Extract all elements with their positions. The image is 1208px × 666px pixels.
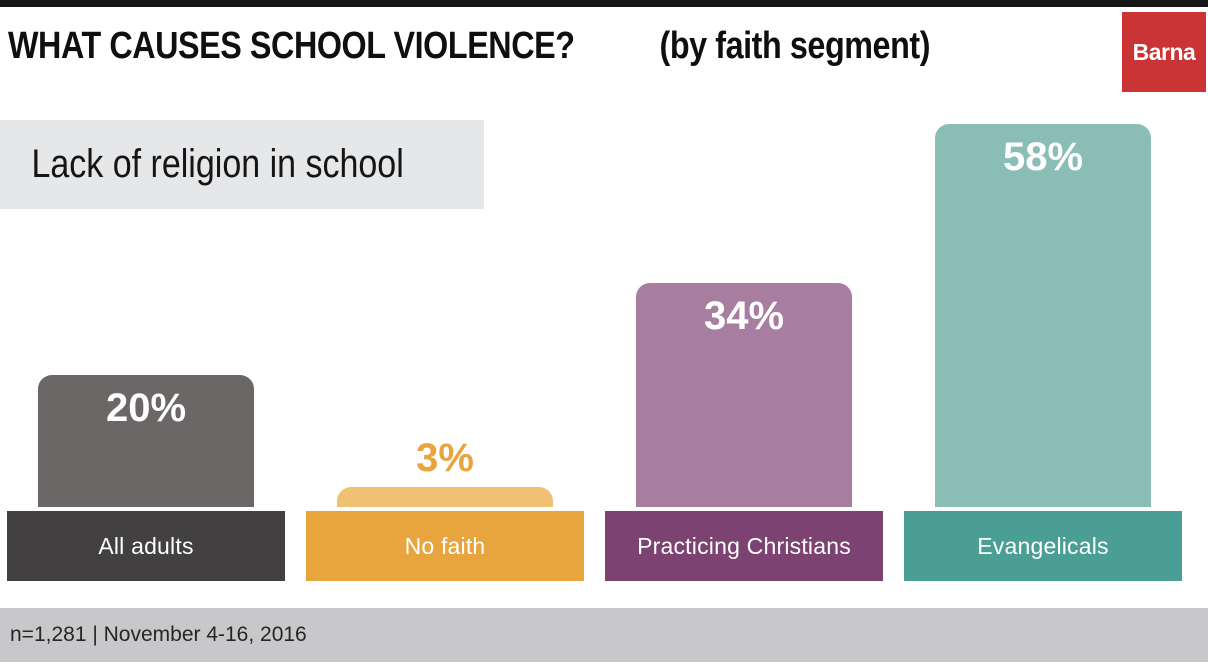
bar-group-no-faith: 3% No faith (306, 438, 584, 581)
bar-value-label: 20% (105, 386, 187, 430)
barna-logo-text: Barna (1132, 38, 1196, 65)
bar-evangelicals: 58% (935, 124, 1151, 507)
page-title: WHAT CAUSES SCHOOL VIOLENCE? (8, 25, 575, 67)
category-label: All adults (7, 511, 285, 581)
page-subtitle: (by faith segment) (659, 25, 931, 67)
bar-group-practicing-christians: 34% Practicing Christians (605, 283, 883, 581)
category-label: No faith (306, 511, 584, 581)
question-label: Lack of religion in school (31, 142, 404, 186)
bar-value-label: 34% (703, 294, 785, 338)
top-accent-bar (0, 0, 1208, 7)
question-label-box: Lack of religion in school (0, 120, 484, 209)
bar-no-faith (337, 487, 553, 507)
footer-band: n=1,281 | November 4-16, 2016 (0, 608, 1208, 662)
barna-logo: Barna (1122, 12, 1206, 92)
bar-value-label: 3% (416, 436, 474, 480)
bar-all-adults: 20% (38, 375, 254, 507)
sample-note: n=1,281 | November 4-16, 2016 (10, 623, 307, 646)
bar-group-evangelicals: 58% Evangelicals (904, 124, 1182, 581)
bar-group-all-adults: 20% All adults (7, 375, 285, 581)
category-label: Practicing Christians (605, 511, 883, 581)
bar-value-label: 58% (1002, 135, 1084, 179)
bar-chart: 20% All adults 3% No faith 34% Practicing Chr… (0, 124, 1182, 581)
header: WHAT CAUSES SCHOOL VIOLENCE? (by faith se… (8, 25, 930, 68)
category-label: Evangelicals (904, 511, 1182, 581)
bar-practicing-christians: 34% (636, 283, 852, 507)
